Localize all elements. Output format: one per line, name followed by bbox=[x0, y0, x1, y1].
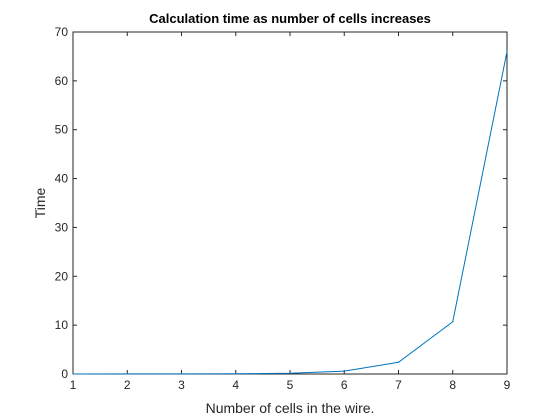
x-tick-label: 1 bbox=[70, 378, 77, 392]
y-tick-label: 70 bbox=[55, 25, 69, 39]
x-axis: 1 2 3 4 5 6 7 8 9 bbox=[70, 32, 511, 392]
plot-area bbox=[72, 31, 508, 375]
x-axis-label: Number of cells in the wire. bbox=[206, 400, 375, 416]
y-tick-label: 50 bbox=[55, 123, 69, 137]
x-tick-label: 5 bbox=[287, 378, 294, 392]
y-tick-label: 60 bbox=[55, 74, 69, 88]
y-tick-label: 20 bbox=[55, 269, 69, 283]
data-point bbox=[126, 373, 128, 375]
data-point bbox=[180, 373, 183, 375]
y-axis: 0 10 20 30 40 50 60 70 bbox=[55, 25, 507, 381]
data-point bbox=[343, 370, 345, 372]
chart-title: Calculation time as number of cells incr… bbox=[149, 11, 431, 26]
y-tick-label: 10 bbox=[55, 318, 69, 332]
y-tick-label: 30 bbox=[55, 220, 69, 234]
data-point bbox=[72, 373, 74, 375]
x-tick-label: 2 bbox=[124, 378, 131, 392]
x-tick-label: 8 bbox=[449, 378, 456, 392]
x-tick-label: 6 bbox=[341, 378, 348, 392]
data-point bbox=[397, 361, 400, 363]
data-point bbox=[452, 321, 454, 323]
data-point bbox=[506, 50, 508, 53]
y-tick-label: 40 bbox=[55, 172, 69, 186]
y-axis-label: Time bbox=[32, 187, 48, 218]
x-tick-label: 9 bbox=[504, 378, 511, 392]
x-tick-label: 3 bbox=[178, 378, 185, 392]
x-tick-label: 4 bbox=[232, 378, 239, 392]
y-tick-label: 0 bbox=[61, 367, 68, 381]
data-point bbox=[289, 372, 291, 374]
data-point bbox=[235, 373, 237, 375]
series-layer bbox=[72, 50, 508, 375]
x-tick-label: 7 bbox=[395, 378, 402, 392]
